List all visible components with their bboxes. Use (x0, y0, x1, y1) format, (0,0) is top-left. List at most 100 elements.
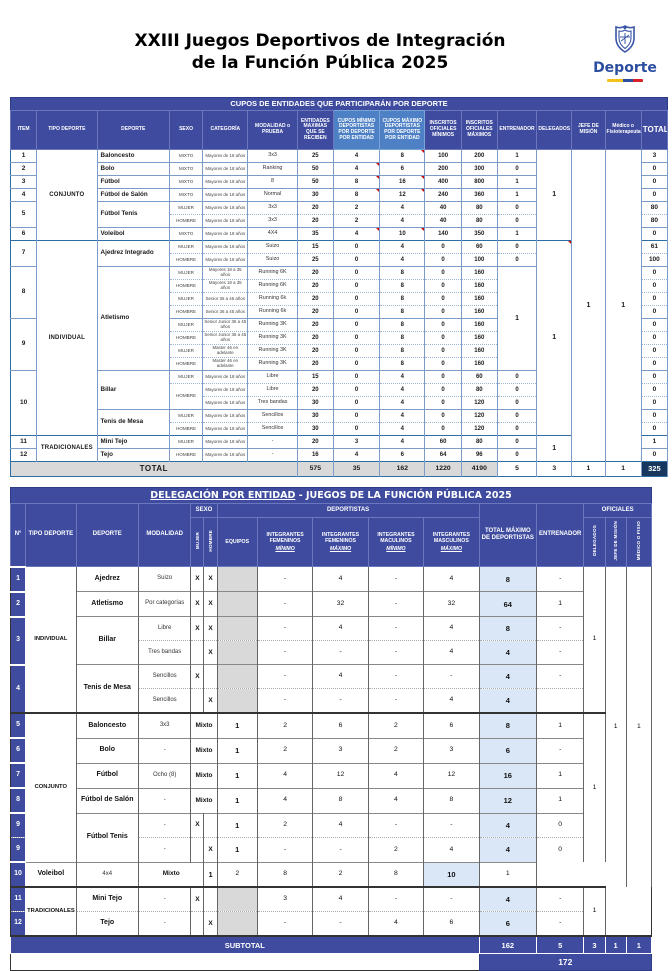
cell: 0 (641, 266, 669, 280)
cell: MIXTO (169, 227, 204, 241)
cell: Mixto (190, 712, 218, 738)
cell: - (368, 812, 425, 838)
table-row: 10 Billar MUJER Mayores de 18 años Libre 15 0 4… (10, 370, 669, 436)
cell: 8 (10, 266, 38, 319)
cell: 100 (461, 253, 498, 267)
cell: Mayores de 18 años (202, 383, 249, 397)
cell: - (257, 640, 314, 665)
cell: 0 (497, 201, 538, 215)
cell: 160 (461, 344, 498, 358)
cell: 40 (424, 201, 462, 215)
table-row: 6 Voleibol MIXTO Mayores de 18 años 4X4 35 4 10… (10, 227, 669, 241)
cell: 0 (424, 383, 462, 397)
cell (190, 837, 205, 862)
cell: Mayores de 18 años (202, 162, 249, 176)
cell: 1220 (424, 461, 462, 477)
table-row: MUJER Senior 36 a 45 años Running 6k 20 0 8 0 1… (11, 292, 669, 306)
cell: 0 (424, 422, 462, 436)
cell: Tejo (76, 911, 139, 936)
cell: 1 (479, 861, 538, 887)
cell: 4 (312, 886, 369, 912)
cell: - (536, 737, 585, 763)
cell: Mayores 18 a 35 años (202, 266, 249, 280)
cell: 64 (479, 591, 538, 617)
table-row: MUJER HOMBRE EQUIPOS INTEGRANTES FEMENINOS M… (11, 517, 653, 567)
cell: HOMBRE (169, 305, 204, 319)
table-row: 2 Bolo MIXTO Mayores de 18 años Ranking 50 4 6 2… (10, 162, 669, 176)
cell: - (536, 911, 585, 936)
cell: 0 (497, 214, 538, 228)
cell: 8 (10, 787, 27, 813)
page-title-line2: de la Función Pública 2025 (191, 53, 449, 74)
column-header: DEPORTE (96, 110, 170, 150)
table-row: HOMBRE Mayores de 18 años 3x3 20 2 4 40 80 0 80 (11, 214, 669, 228)
cell: 4 (257, 787, 314, 813)
cell: 0 (497, 422, 538, 436)
cell: TRADICIONALES (25, 886, 77, 936)
cell (10, 953, 480, 971)
cell: 325 (641, 461, 669, 477)
table-row: Mayores de 18 años Tres bandas 30 0 4 0 120 0 0 (11, 396, 669, 410)
cell: Fútbol Tenis (76, 812, 139, 862)
cell: X (203, 591, 218, 617)
cell: X (190, 591, 205, 617)
cell: 1 (536, 762, 585, 788)
cell: 0 (497, 383, 538, 397)
cell: 0 (536, 837, 585, 862)
table-row: 5 Fútbol Tenis MUJER Mayores de 18 años 3x3 2… (10, 201, 669, 228)
cell: Tejo (97, 448, 170, 462)
cell: Tres bandas (247, 396, 298, 410)
cell: 20 (297, 214, 334, 228)
cell: Voleibol (97, 227, 170, 241)
cell: 7 (10, 240, 38, 267)
cell: 2 (10, 590, 27, 617)
cell: 5 (497, 461, 538, 477)
column-header: CUPOS MÍNIMO DEPORTISTAS POR DEPORTE POR… (332, 110, 381, 150)
table-row: 10 Voleibol 4x4 Mixto 1 2 8 2 8 10 1 (10, 861, 652, 887)
cell: CONJUNTO (25, 712, 77, 862)
cell: SUBTOTAL (10, 935, 480, 954)
table-row: 9 MUJER Senior Junior 36 a 45 años Running … (10, 318, 669, 371)
cell: 25 (297, 149, 334, 163)
cell: 6 (312, 712, 369, 738)
cell: 20 (297, 279, 334, 293)
cell: 800 (461, 175, 498, 189)
cell: 0 (333, 240, 381, 254)
cell: - (138, 911, 192, 936)
cell: - (312, 837, 369, 862)
cell: 8 (333, 175, 381, 189)
cell: 1 (536, 712, 585, 738)
cell: 2 (368, 837, 425, 862)
cell: Mayores de 18 años (202, 448, 249, 462)
cell: 0 (333, 396, 381, 410)
cell: - (536, 664, 585, 689)
cell: - (368, 688, 425, 713)
column-header: OFICIALES (583, 503, 652, 518)
table-row: 9 Fútbol Tenis - X 1 2 4- -4 0 (10, 812, 652, 862)
cell: 96 (461, 448, 498, 462)
cell: Mixto (190, 762, 218, 788)
cell: - (138, 812, 192, 838)
column-header: TIPO DEPORTE (36, 110, 98, 150)
cell: Sencillos (247, 422, 298, 436)
cell: 0 (424, 266, 462, 280)
table-row: 11 TRADICIONALES Mini Tejo - X 3 4- -4-1 (10, 886, 652, 936)
cell: 0 (497, 253, 538, 267)
cell: 1 (217, 712, 258, 738)
cell: 0 (641, 305, 669, 319)
cell: 400 (424, 175, 462, 189)
cell: 4 (333, 227, 381, 241)
cell: 0 (333, 370, 381, 384)
cell: 0 (497, 448, 538, 462)
cupos-table: ITEM TIPO DEPORTE DEPORTE SEXO CATEGORÍA MODA… (9, 110, 669, 477)
cell: HOMBRE (169, 279, 204, 293)
table2-title-rest: - JUEGOS DE LA FUNCIÓN PÚBLICA 2025 (295, 490, 512, 501)
cell: 50 (297, 162, 334, 176)
cell: 160 (461, 292, 498, 306)
cell: 1 (583, 712, 606, 862)
cell: 80 (461, 383, 498, 397)
cell: 1 (641, 435, 669, 449)
cell: 4 (479, 886, 538, 912)
cell (536, 688, 585, 713)
cell: 4 (333, 149, 381, 163)
